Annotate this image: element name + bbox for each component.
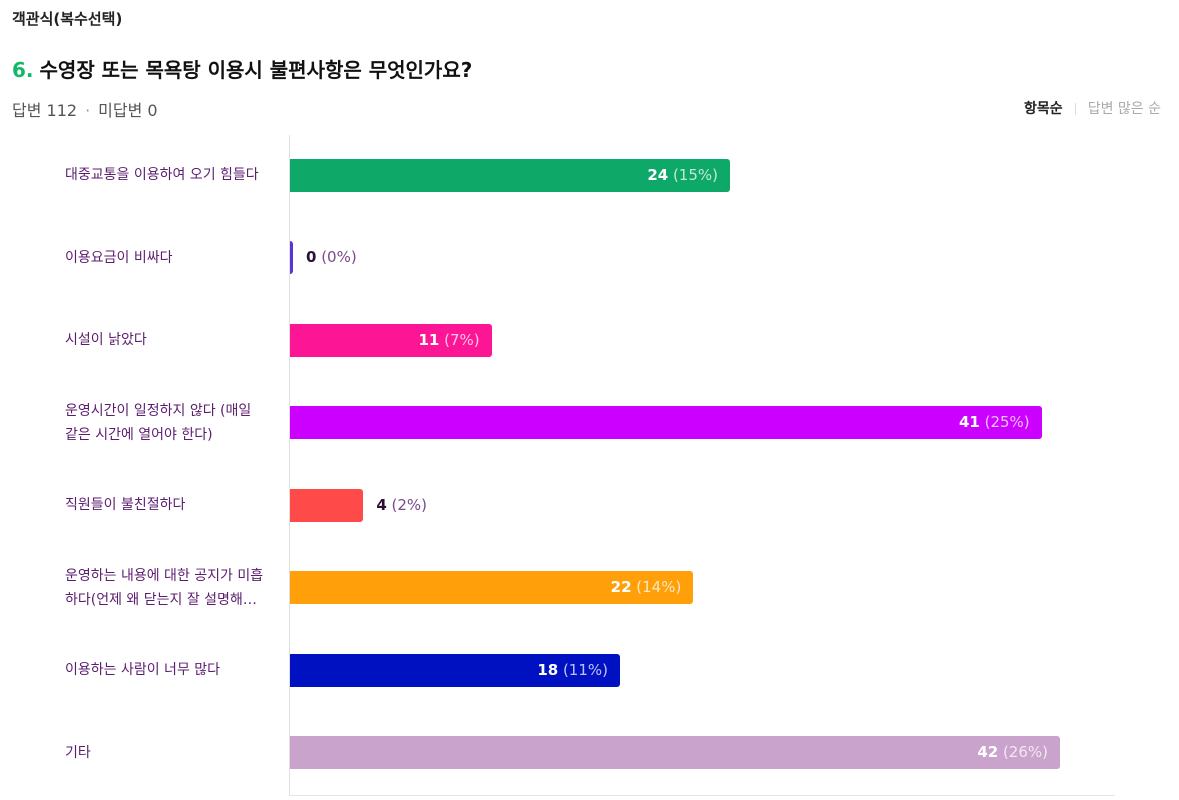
bar-count: 11	[418, 330, 440, 349]
bar-value-label: 24 (15%)	[290, 159, 718, 192]
bar-percent: (7%)	[439, 330, 480, 349]
bar-value-label: 11 (7%)	[290, 324, 480, 357]
bar-count: 4	[376, 495, 387, 514]
bar[interactable]	[290, 241, 293, 274]
category-label-line: 운영시간이 일정하지 않다 (매일	[65, 402, 252, 419]
bar-chart: 대중교통을 이용하여 오기 힘들다 24 (15%) 이용요금이 비싸다 0 (0%)…	[0, 135, 1179, 800]
stats-separator: ·	[85, 101, 91, 120]
bar-count: 18	[537, 660, 559, 679]
bar[interactable]	[290, 406, 1042, 439]
category-label: 이용요금이 비싸다	[65, 246, 285, 270]
chart-axis-line	[289, 135, 290, 795]
bar-percent: (2%)	[386, 495, 428, 514]
bar[interactable]	[290, 736, 1060, 769]
bar[interactable]	[290, 653, 620, 687]
bar-count: 42	[977, 743, 999, 761]
sort-divider	[1074, 103, 1076, 115]
bar-percent: (26%)	[998, 743, 1048, 761]
bar-count: 41	[958, 413, 980, 431]
unanswered-count: 미답변 0	[98, 101, 158, 120]
answered-count: 답변 112	[12, 101, 78, 120]
category-label: 이용하는 사람이 너무 많다	[65, 658, 285, 682]
category-label-line: 기타	[65, 744, 91, 761]
category-label-line: 대중교통을 이용하여 오기 힘들다	[65, 167, 259, 183]
bar-value-label: 4 (2%)	[376, 489, 427, 522]
bar-value-label: 42 (26%)	[290, 736, 1048, 769]
bar-value-label: 0 (0%)	[306, 241, 357, 274]
question-number: 6.	[12, 58, 34, 82]
sort-options: 항목순 답변 많은 순	[1024, 98, 1161, 118]
bar-count: 24	[647, 165, 669, 184]
bar-count: 22	[610, 578, 632, 596]
question-type: 객관식(복수선택)	[12, 10, 123, 28]
bar-percent: (15%)	[668, 165, 718, 184]
category-label: 직원들이 불친절하다	[65, 493, 285, 517]
category-label-line: 이용요금이 비싸다	[65, 249, 173, 266]
bar-percent: (0%)	[316, 248, 357, 266]
category-label-line: 운영하는 내용에 대한 공지가 미흡	[65, 567, 264, 584]
bar-percent: (14%)	[631, 578, 682, 596]
category-label-line: 하다(언제 왜 닫는지 잘 설명해…	[65, 591, 257, 608]
bar[interactable]	[290, 323, 492, 357]
category-label-line: 시설이 낡았다	[65, 332, 147, 348]
bar-value-label: 22 (14%)	[290, 571, 682, 604]
question-title: 6. 수영장 또는 목욕탕 이용시 불편사항은 무엇인가요?	[12, 54, 472, 83]
category-label-line: 이용하는 사람이 너무 많다	[65, 662, 221, 678]
category-label: 기타	[65, 741, 285, 765]
bar-value-label: 41 (25%)	[290, 406, 1030, 439]
bar-percent: (11%)	[558, 660, 608, 679]
bar-count: 0	[306, 248, 317, 266]
bar-value-label: 18 (11%)	[290, 654, 608, 687]
chart-base-line	[289, 795, 1115, 796]
question-text: 수영장 또는 목욕탕 이용시 불편사항은 무엇인가요?	[39, 58, 473, 82]
category-label-line: 같은 시간에 열어야 한다)	[65, 426, 213, 443]
bar[interactable]	[290, 571, 694, 604]
category-label: 대중교통을 이용하여 오기 힘들다	[65, 163, 285, 187]
category-label-line: 직원들이 불친절하다	[65, 497, 186, 513]
bar[interactable]	[290, 488, 364, 522]
response-stats: 답변 112 · 미답변 0	[12, 97, 158, 121]
bar[interactable]	[290, 158, 730, 192]
category-label: 시설이 낡았다	[65, 328, 285, 352]
sort-by-item-button[interactable]: 항목순	[1024, 101, 1063, 117]
bar-percent: (25%)	[979, 413, 1030, 431]
sort-by-count-button[interactable]: 답변 많은 순	[1087, 101, 1161, 117]
